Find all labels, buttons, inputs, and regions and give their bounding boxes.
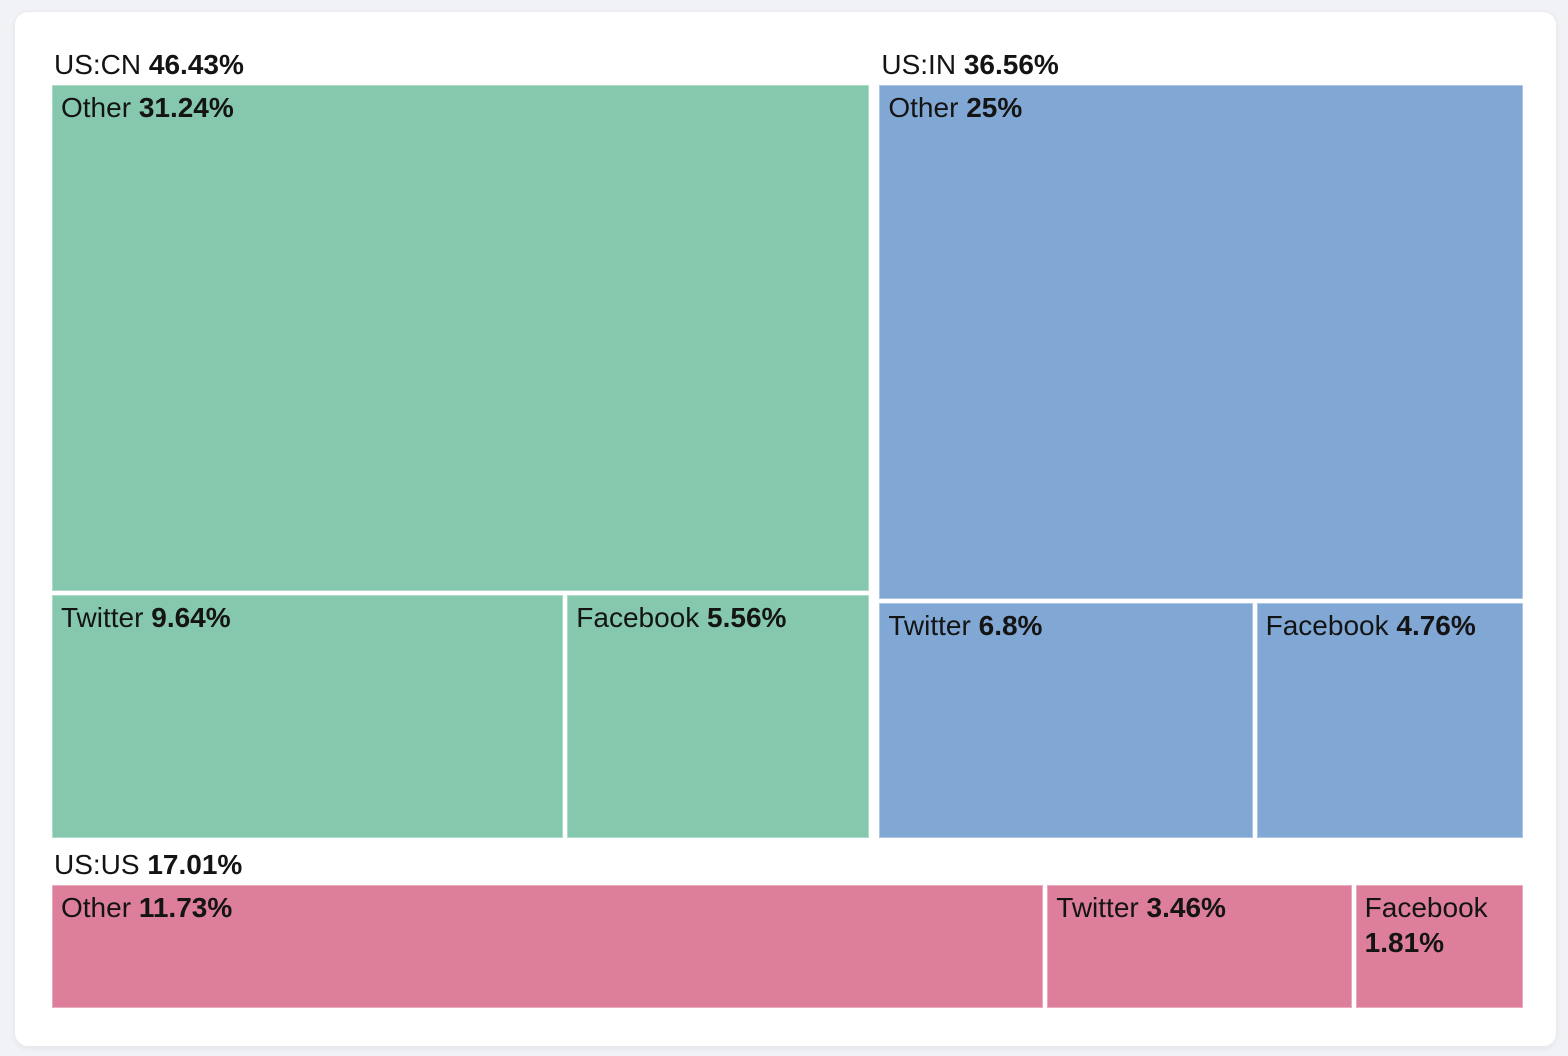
cell-label: Other: [61, 92, 132, 123]
cell-label: Facebook: [1364, 892, 1488, 924]
cell-value: 11.73%: [138, 892, 233, 924]
group-body-us-cn: Other 31.24% Twitter 9.64% Facebook 5.56%: [52, 85, 870, 839]
treemap-cell-us-cn-twitter[interactable]: Twitter 9.64%: [52, 594, 564, 839]
cell-value: 1.81%: [1364, 927, 1445, 959]
cell-label: Facebook: [1265, 610, 1389, 642]
treemap-chart: US:CN 46.43% Other 31.24% Twitter 9.64% Fac…: [52, 45, 1524, 1008]
treemap-cell-us-in-facebook[interactable]: Facebook 4.76%: [1256, 603, 1523, 839]
group-value: 36.56%: [963, 49, 1059, 80]
group-header-us-cn[interactable]: US:CN 46.43%: [52, 45, 869, 85]
treemap-cell-us-cn-other[interactable]: Other 31.24%: [52, 85, 870, 591]
cell-value: 5.56%: [707, 601, 787, 633]
group-header-us-in[interactable]: US:IN 36.56%: [879, 45, 1523, 85]
group-label: US:IN: [881, 49, 957, 80]
group-subrow-us-cn: Twitter 9.64% Facebook 5.56%: [52, 594, 870, 839]
treemap-group-us-us: US:US 17.01% Other 11.73% Twitter 3.46% Fac…: [52, 845, 1524, 1008]
cell-label: Other: [888, 92, 959, 123]
treemap-row-0: US:CN 46.43% Other 31.24% Twitter 9.64% Fac…: [52, 45, 1523, 839]
cell-label: Other: [61, 892, 132, 924]
group-value: 17.01%: [147, 849, 243, 881]
cell-label: Twitter: [61, 601, 144, 633]
treemap-group-us-in: US:IN 36.56% Other 25% Twitter 6.8% Faceboo…: [879, 45, 1523, 839]
cell-label: Twitter: [1056, 892, 1139, 924]
chart-card: US:CN 46.43% Other 31.24% Twitter 9.64% Fac…: [14, 11, 1557, 1047]
group-subrow-us-in: Twitter 6.8% Facebook 4.76%: [879, 603, 1523, 839]
cell-value: 4.76%: [1396, 610, 1476, 642]
group-label: US:US: [54, 849, 140, 881]
cell-label: Facebook: [576, 601, 700, 633]
treemap-group-us-cn: US:CN 46.43% Other 31.24% Twitter 9.64% Fac…: [52, 45, 870, 839]
treemap-cell-us-us-twitter[interactable]: Twitter 3.46%: [1047, 885, 1352, 1008]
group-header-us-us[interactable]: US:US 17.01%: [52, 845, 1523, 885]
group-value: 46.43%: [148, 49, 244, 80]
group-label: US:CN: [54, 49, 142, 80]
treemap-cell-us-us-facebook[interactable]: Facebook 1.81%: [1355, 885, 1524, 1008]
treemap-cell-us-us-other[interactable]: Other 11.73%: [52, 885, 1044, 1008]
treemap-row-1: US:US 17.01% Other 11.73% Twitter 3.46% Fac…: [52, 845, 1524, 1008]
cell-label: Twitter: [888, 610, 971, 642]
cell-value: 6.8%: [978, 610, 1043, 642]
cell-value: 25%: [966, 92, 1023, 123]
treemap-cell-us-cn-facebook[interactable]: Facebook 5.56%: [567, 594, 870, 839]
treemap-cell-us-in-other[interactable]: Other 25%: [879, 85, 1523, 600]
group-body-us-in: Other 25% Twitter 6.8% Facebook 4.76%: [879, 85, 1523, 839]
treemap-cell-us-in-twitter[interactable]: Twitter 6.8%: [879, 603, 1253, 839]
group-body-us-us: Other 11.73% Twitter 3.46% Facebook 1.81%: [52, 885, 1524, 1008]
cell-value: 9.64%: [151, 601, 231, 633]
cell-value: 3.46%: [1146, 892, 1226, 924]
cell-value: 31.24%: [138, 92, 234, 123]
